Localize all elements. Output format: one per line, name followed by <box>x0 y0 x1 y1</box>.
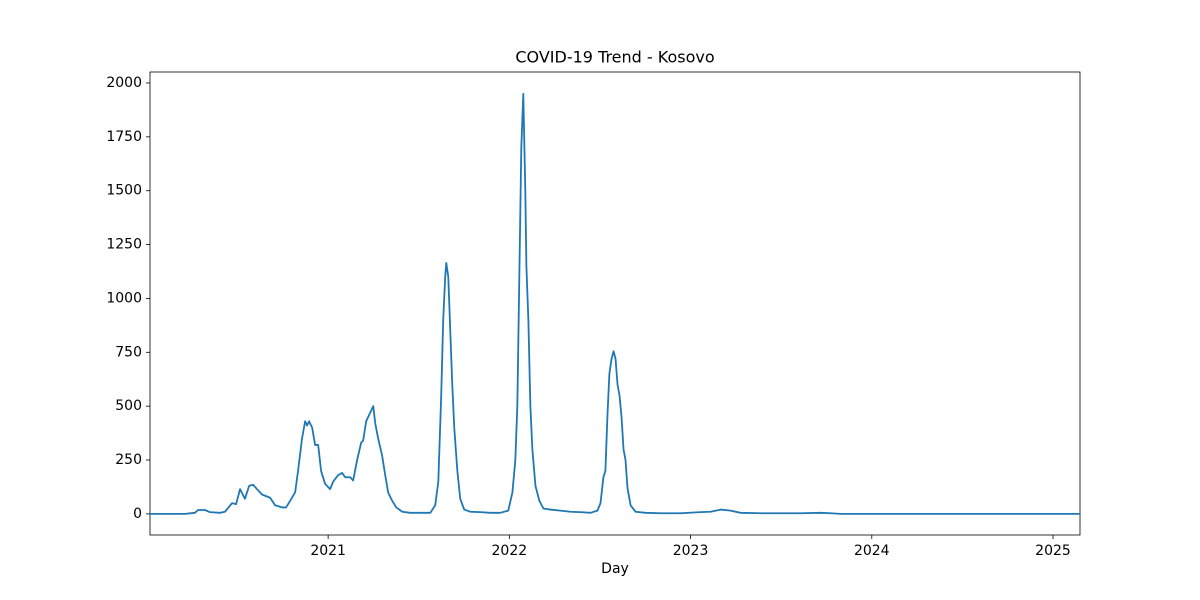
x-tick-label: 2025 <box>1035 543 1071 559</box>
plot-frame <box>149 71 1081 536</box>
x-tick-label: 2023 <box>673 543 709 559</box>
y-tick-label: 250 <box>115 452 142 468</box>
y-tick-label: 1250 <box>106 237 142 253</box>
y-tick-label: 2000 <box>106 75 142 91</box>
y-tick-label: 500 <box>115 398 142 414</box>
y-tick-label: 1500 <box>106 183 142 199</box>
x-axis-label: Day <box>601 561 629 577</box>
y-tick-label: 1750 <box>106 129 142 145</box>
y-tick-label: 750 <box>115 344 142 360</box>
y-tick-label: 1000 <box>106 290 142 306</box>
x-tick-label: 2022 <box>492 543 528 559</box>
data-line <box>150 92 1080 515</box>
x-tick-label: 2021 <box>310 543 346 559</box>
y-tick-label: 0 <box>133 506 142 522</box>
x-tick-label: 2024 <box>854 543 890 559</box>
chart-title: COVID-19 Trend - Kosovo <box>515 48 714 67</box>
